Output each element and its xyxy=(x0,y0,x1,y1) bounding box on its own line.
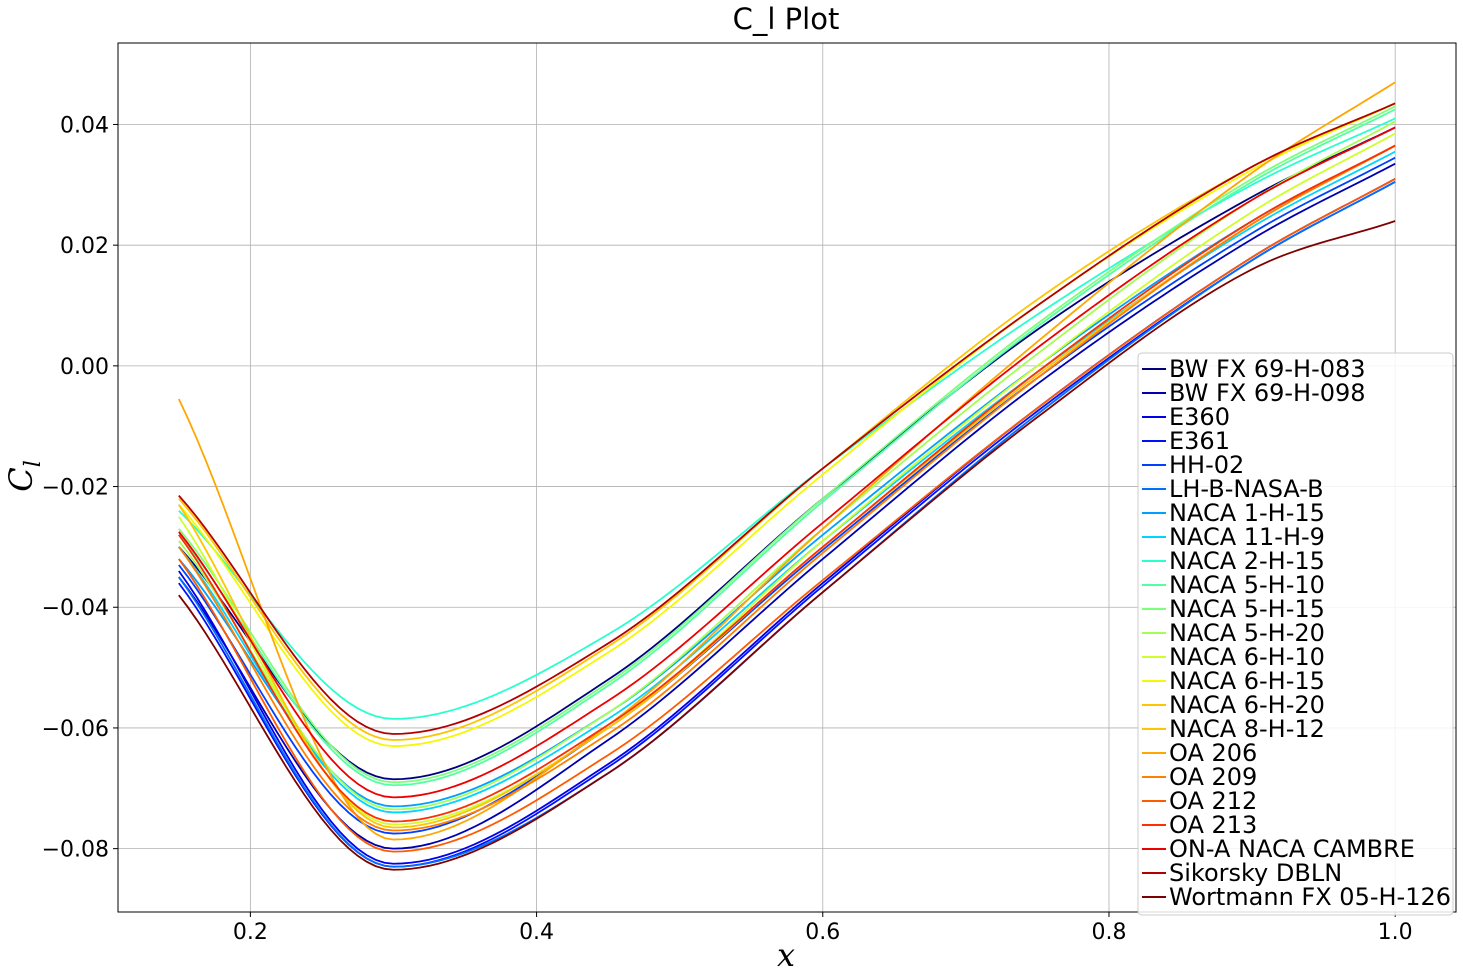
legend-label: Sikorsky DBLN xyxy=(1169,859,1342,887)
legend-label: NACA 2-H-15 xyxy=(1169,547,1325,575)
y-tick-label: −0.08 xyxy=(42,838,109,863)
y-tick-label: −0.04 xyxy=(42,596,109,621)
series-lines xyxy=(178,81,1396,871)
legend-label: BW FX 69-H-098 xyxy=(1169,379,1366,407)
y-axis-label: Cl xyxy=(2,460,46,492)
legend-label: E361 xyxy=(1169,427,1230,455)
legend-label: OA 212 xyxy=(1169,787,1257,815)
series-line xyxy=(178,177,1396,853)
series-line xyxy=(178,220,1396,871)
series-line xyxy=(178,144,1396,832)
x-axis-label: x xyxy=(777,936,795,974)
series-line xyxy=(178,81,1396,841)
legend-label: OA 206 xyxy=(1169,739,1257,767)
legend-label: OA 209 xyxy=(1169,763,1257,791)
series-line xyxy=(178,108,1396,787)
series-line xyxy=(178,162,1396,850)
x-tick-label: 1.0 xyxy=(1378,920,1413,945)
legend-label: NACA 5-H-20 xyxy=(1169,619,1325,647)
series-line xyxy=(178,132,1396,826)
series-line xyxy=(178,102,1396,735)
legend-label: LH-B-NASA-B xyxy=(1169,475,1324,503)
axis-ticks: 0.2 0.4 0.6 0.8 1.0 −0.08 −0.06 −0.04 −0.02 0.00 0… xyxy=(42,113,1413,945)
plot-frame xyxy=(117,42,1457,913)
legend-label: NACA 11-H-9 xyxy=(1169,523,1325,551)
x-tick-label: 0.8 xyxy=(1091,920,1126,945)
x-tick-label: 0.4 xyxy=(519,920,554,945)
legend-label: NACA 6-H-10 xyxy=(1169,643,1325,671)
y-axis-label-main: C xyxy=(2,467,40,491)
y-tick-label: 0.00 xyxy=(60,355,109,380)
legend-label: OA 213 xyxy=(1169,811,1257,839)
series-line xyxy=(178,126,1396,799)
legend-label: NACA 8-H-12 xyxy=(1169,715,1325,743)
legend-label: BW FX 69-H-083 xyxy=(1169,355,1366,383)
legend-label: NACA 6-H-20 xyxy=(1169,691,1325,719)
series-line xyxy=(178,144,1396,823)
series-line xyxy=(178,105,1396,784)
y-tick-label: 0.04 xyxy=(60,113,109,138)
legend-label: NACA 1-H-15 xyxy=(1169,499,1325,527)
legend-box xyxy=(1137,352,1454,916)
legend-label: E360 xyxy=(1169,403,1230,431)
legend-label: Wortmann FX 05-H-126 xyxy=(1169,883,1451,911)
y-tick-label: 0.02 xyxy=(60,234,109,259)
legend-label: HH-02 xyxy=(1169,451,1244,479)
series-line xyxy=(178,102,1396,747)
legend-label: NACA 6-H-15 xyxy=(1169,667,1325,695)
y-tick-label: −0.02 xyxy=(42,476,109,501)
y-tick-label: −0.06 xyxy=(42,717,109,742)
legend-label: NACA 5-H-15 xyxy=(1169,595,1325,623)
series-line xyxy=(178,156,1396,835)
legend-label: NACA 5-H-10 xyxy=(1169,571,1325,599)
y-axis-label-subscript: l xyxy=(21,460,46,467)
x-tick-label: 0.6 xyxy=(805,920,840,945)
x-tick-label: 0.2 xyxy=(233,920,268,945)
legend-label: ON-A NACA CAMBRE xyxy=(1169,835,1415,863)
chart-title: C_l Plot xyxy=(733,2,840,36)
